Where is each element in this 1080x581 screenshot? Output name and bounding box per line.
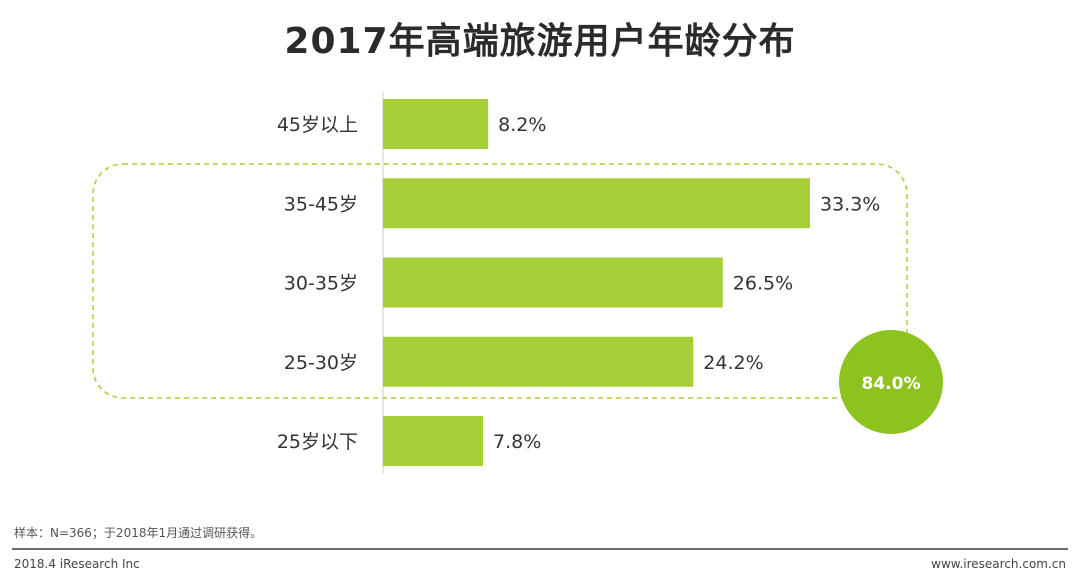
- highlight-total-label: 84.0%: [862, 374, 921, 394]
- chart-title: 2017年高端旅游用户年龄分布: [284, 21, 796, 62]
- category-label: 25岁以下: [277, 431, 358, 453]
- value-label: 33.3%: [820, 193, 880, 215]
- footer-divider: [12, 548, 1068, 550]
- value-label: 7.8%: [493, 431, 541, 453]
- highlight-total-circle: [839, 330, 943, 434]
- value-label: 26.5%: [733, 273, 793, 295]
- sample-note: 样本：N=366；于2018年1月通过调研获得。: [14, 526, 263, 540]
- footer-left: 2018.4 iResearch Inc: [14, 557, 140, 571]
- value-label: 8.2%: [498, 114, 546, 136]
- highlight-group-box: [92, 163, 908, 399]
- value-label: 24.2%: [703, 352, 763, 374]
- category-label: 25-30岁: [284, 352, 358, 374]
- category-label: 45岁以上: [277, 114, 358, 136]
- category-label: 30-35岁: [284, 273, 358, 295]
- bar-2: [383, 257, 723, 308]
- bar-chart: 45岁以上 8.2% 35-45岁 33.3% 30-35岁 26.5% 25-30岁 24.…: [92, 92, 943, 474]
- bar-3: [383, 336, 694, 387]
- footer-right: www.iresearch.com.cn: [931, 557, 1066, 571]
- bar-4: [383, 416, 484, 466]
- category-label: 35-45岁: [284, 193, 358, 215]
- bar-0: [383, 99, 489, 149]
- bar-1: [383, 178, 810, 229]
